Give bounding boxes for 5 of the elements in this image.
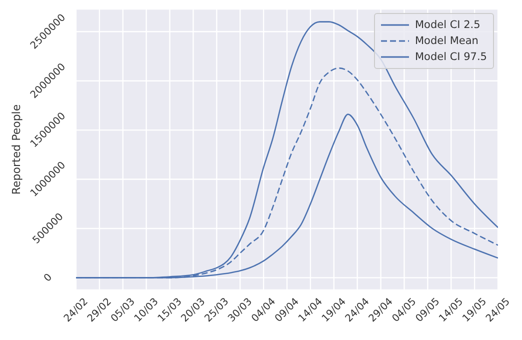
legend-label: Model Mean (414, 35, 478, 47)
legend-label: Model CI 97.5 (414, 51, 487, 63)
legend-label: Model CI 2.5 (414, 19, 480, 31)
y-tick-label: 0 (42, 272, 54, 284)
y-axis-title: Reported People (10, 104, 23, 195)
